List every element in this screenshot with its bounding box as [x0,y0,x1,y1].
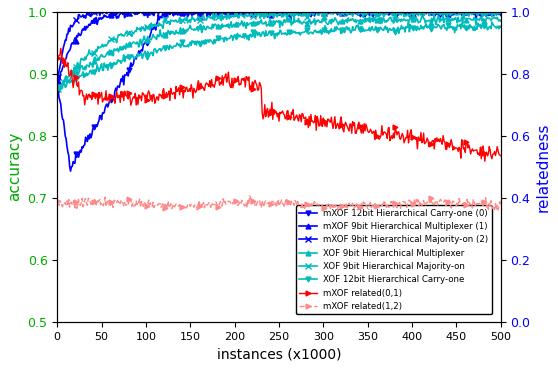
Legend: mXOF 12bit Hierarchical Carry-one (0), mXOF 9bit Hierarchical Multiplexer (1), m: mXOF 12bit Hierarchical Carry-one (0), m… [296,205,492,314]
XOF 12bit Hierarchical Carry-one [268,31,275,35]
mXOF 9bit Hierarchical Majority-on (2) [418,10,425,14]
XOF 9bit Hierarchical Majority-on [488,11,494,15]
XOF 9bit Hierarchical Majority-on [497,10,504,15]
XOF 12bit Hierarchical Carry-one [266,29,273,33]
XOF 9bit Hierarchical Multiplexer [55,85,61,89]
mXOF related(1,2) [270,199,276,204]
mXOF 12bit Hierarchical Carry-one (0) [489,10,496,14]
mXOF related(1,2) [247,194,253,198]
mXOF 9bit Hierarchical Multiplexer (1) [268,12,275,17]
mXOF 9bit Hierarchical Multiplexer (1) [488,10,494,15]
Line: XOF 12bit Hierarchical Carry-one: XOF 12bit Hierarchical Carry-one [56,18,503,91]
mXOF related(1,2) [194,208,201,212]
mXOF 9bit Hierarchical Majority-on (2) [86,10,93,14]
mXOF 9bit Hierarchical Multiplexer (1) [295,11,302,15]
mXOF related(0,1) [497,153,504,158]
XOF 9bit Hierarchical Multiplexer [319,17,326,21]
mXOF 9bit Hierarchical Multiplexer (1) [266,10,273,14]
Y-axis label: accuracy: accuracy [7,132,22,202]
Line: XOF 9bit Hierarchical Majority-on: XOF 9bit Hierarchical Majority-on [55,9,503,92]
mXOF 9bit Hierarchical Multiplexer (1) [55,79,61,83]
mXOF 9bit Hierarchical Majority-on (2) [295,10,302,14]
mXOF 9bit Hierarchical Majority-on (2) [55,74,61,79]
mXOF 12bit Hierarchical Carry-one (0) [270,10,276,14]
mXOF related(0,1) [57,46,64,50]
mXOF 12bit Hierarchical Carry-one (0) [420,13,426,17]
XOF 9bit Hierarchical Multiplexer [266,19,273,23]
mXOF related(0,1) [489,157,496,161]
XOF 9bit Hierarchical Multiplexer [497,19,504,23]
XOF 9bit Hierarchical Majority-on [268,11,275,16]
mXOF 9bit Hierarchical Multiplexer (1) [109,10,116,14]
mXOF related(0,1) [482,159,488,163]
mXOF related(0,1) [268,100,275,105]
mXOF related(0,1) [295,119,302,123]
XOF 12bit Hierarchical Carry-one [405,18,412,23]
Line: mXOF 9bit Hierarchical Majority-on (2): mXOF 9bit Hierarchical Majority-on (2) [55,9,503,79]
Line: mXOF 9bit Hierarchical Multiplexer (1): mXOF 9bit Hierarchical Multiplexer (1) [56,10,503,84]
XOF 12bit Hierarchical Carry-one [489,20,496,24]
XOF 12bit Hierarchical Carry-one [58,86,65,91]
XOF 9bit Hierarchical Majority-on [418,10,425,14]
XOF 9bit Hierarchical Majority-on [248,10,255,14]
mXOF 9bit Hierarchical Multiplexer (1) [319,10,326,14]
mXOF 12bit Hierarchical Carry-one (0) [67,169,74,173]
mXOF 9bit Hierarchical Majority-on (2) [488,13,494,17]
mXOF 12bit Hierarchical Carry-one (0) [296,10,303,14]
mXOF related(1,2) [420,200,426,204]
mXOF related(1,2) [497,202,504,207]
mXOF 9bit Hierarchical Majority-on (2) [497,10,504,14]
Line: mXOF related(1,2): mXOF related(1,2) [56,193,503,212]
XOF 9bit Hierarchical Multiplexer [268,21,275,25]
mXOF 12bit Hierarchical Carry-one (0) [160,10,166,14]
XOF 9bit Hierarchical Multiplexer [460,11,467,16]
mXOF related(1,2) [320,205,326,209]
mXOF related(0,1) [55,56,61,60]
XOF 12bit Hierarchical Carry-one [319,29,326,34]
XOF 9bit Hierarchical Majority-on [295,13,302,17]
XOF 9bit Hierarchical Majority-on [55,87,61,92]
XOF 9bit Hierarchical Multiplexer [295,16,302,21]
mXOF 9bit Hierarchical Majority-on (2) [266,10,273,14]
mXOF related(1,2) [267,203,273,208]
XOF 12bit Hierarchical Carry-one [55,86,61,90]
Line: XOF 9bit Hierarchical Multiplexer: XOF 9bit Hierarchical Multiplexer [56,11,503,91]
Y-axis label: relatedness: relatedness [536,122,551,212]
mXOF 12bit Hierarchical Carry-one (0) [55,88,61,93]
Line: mXOF 12bit Hierarchical Carry-one (0): mXOF 12bit Hierarchical Carry-one (0) [56,10,503,174]
XOF 12bit Hierarchical Carry-one [497,25,504,29]
XOF 9bit Hierarchical Majority-on [319,10,326,15]
mXOF related(1,2) [489,204,496,209]
mXOF related(0,1) [319,124,326,129]
XOF 12bit Hierarchical Carry-one [420,25,426,29]
mXOF 9bit Hierarchical Majority-on (2) [268,10,275,14]
mXOF related(1,2) [296,203,303,208]
mXOF 9bit Hierarchical Multiplexer (1) [418,10,425,15]
XOF 9bit Hierarchical Multiplexer [418,14,425,19]
mXOF related(0,1) [266,110,273,114]
mXOF 9bit Hierarchical Multiplexer (1) [497,10,504,14]
mXOF 12bit Hierarchical Carry-one (0) [320,10,326,14]
Line: mXOF related(0,1): mXOF related(0,1) [56,46,503,164]
X-axis label: instances (x1000): instances (x1000) [217,347,341,361]
XOF 9bit Hierarchical Multiplexer [56,86,62,91]
mXOF 12bit Hierarchical Carry-one (0) [267,10,273,14]
XOF 9bit Hierarchical Multiplexer [489,17,496,21]
mXOF related(1,2) [55,199,61,204]
mXOF related(0,1) [418,141,425,145]
mXOF 9bit Hierarchical Majority-on (2) [319,10,326,14]
XOF 12bit Hierarchical Carry-one [295,31,302,36]
XOF 9bit Hierarchical Majority-on [266,13,273,18]
mXOF 12bit Hierarchical Carry-one (0) [497,13,504,18]
